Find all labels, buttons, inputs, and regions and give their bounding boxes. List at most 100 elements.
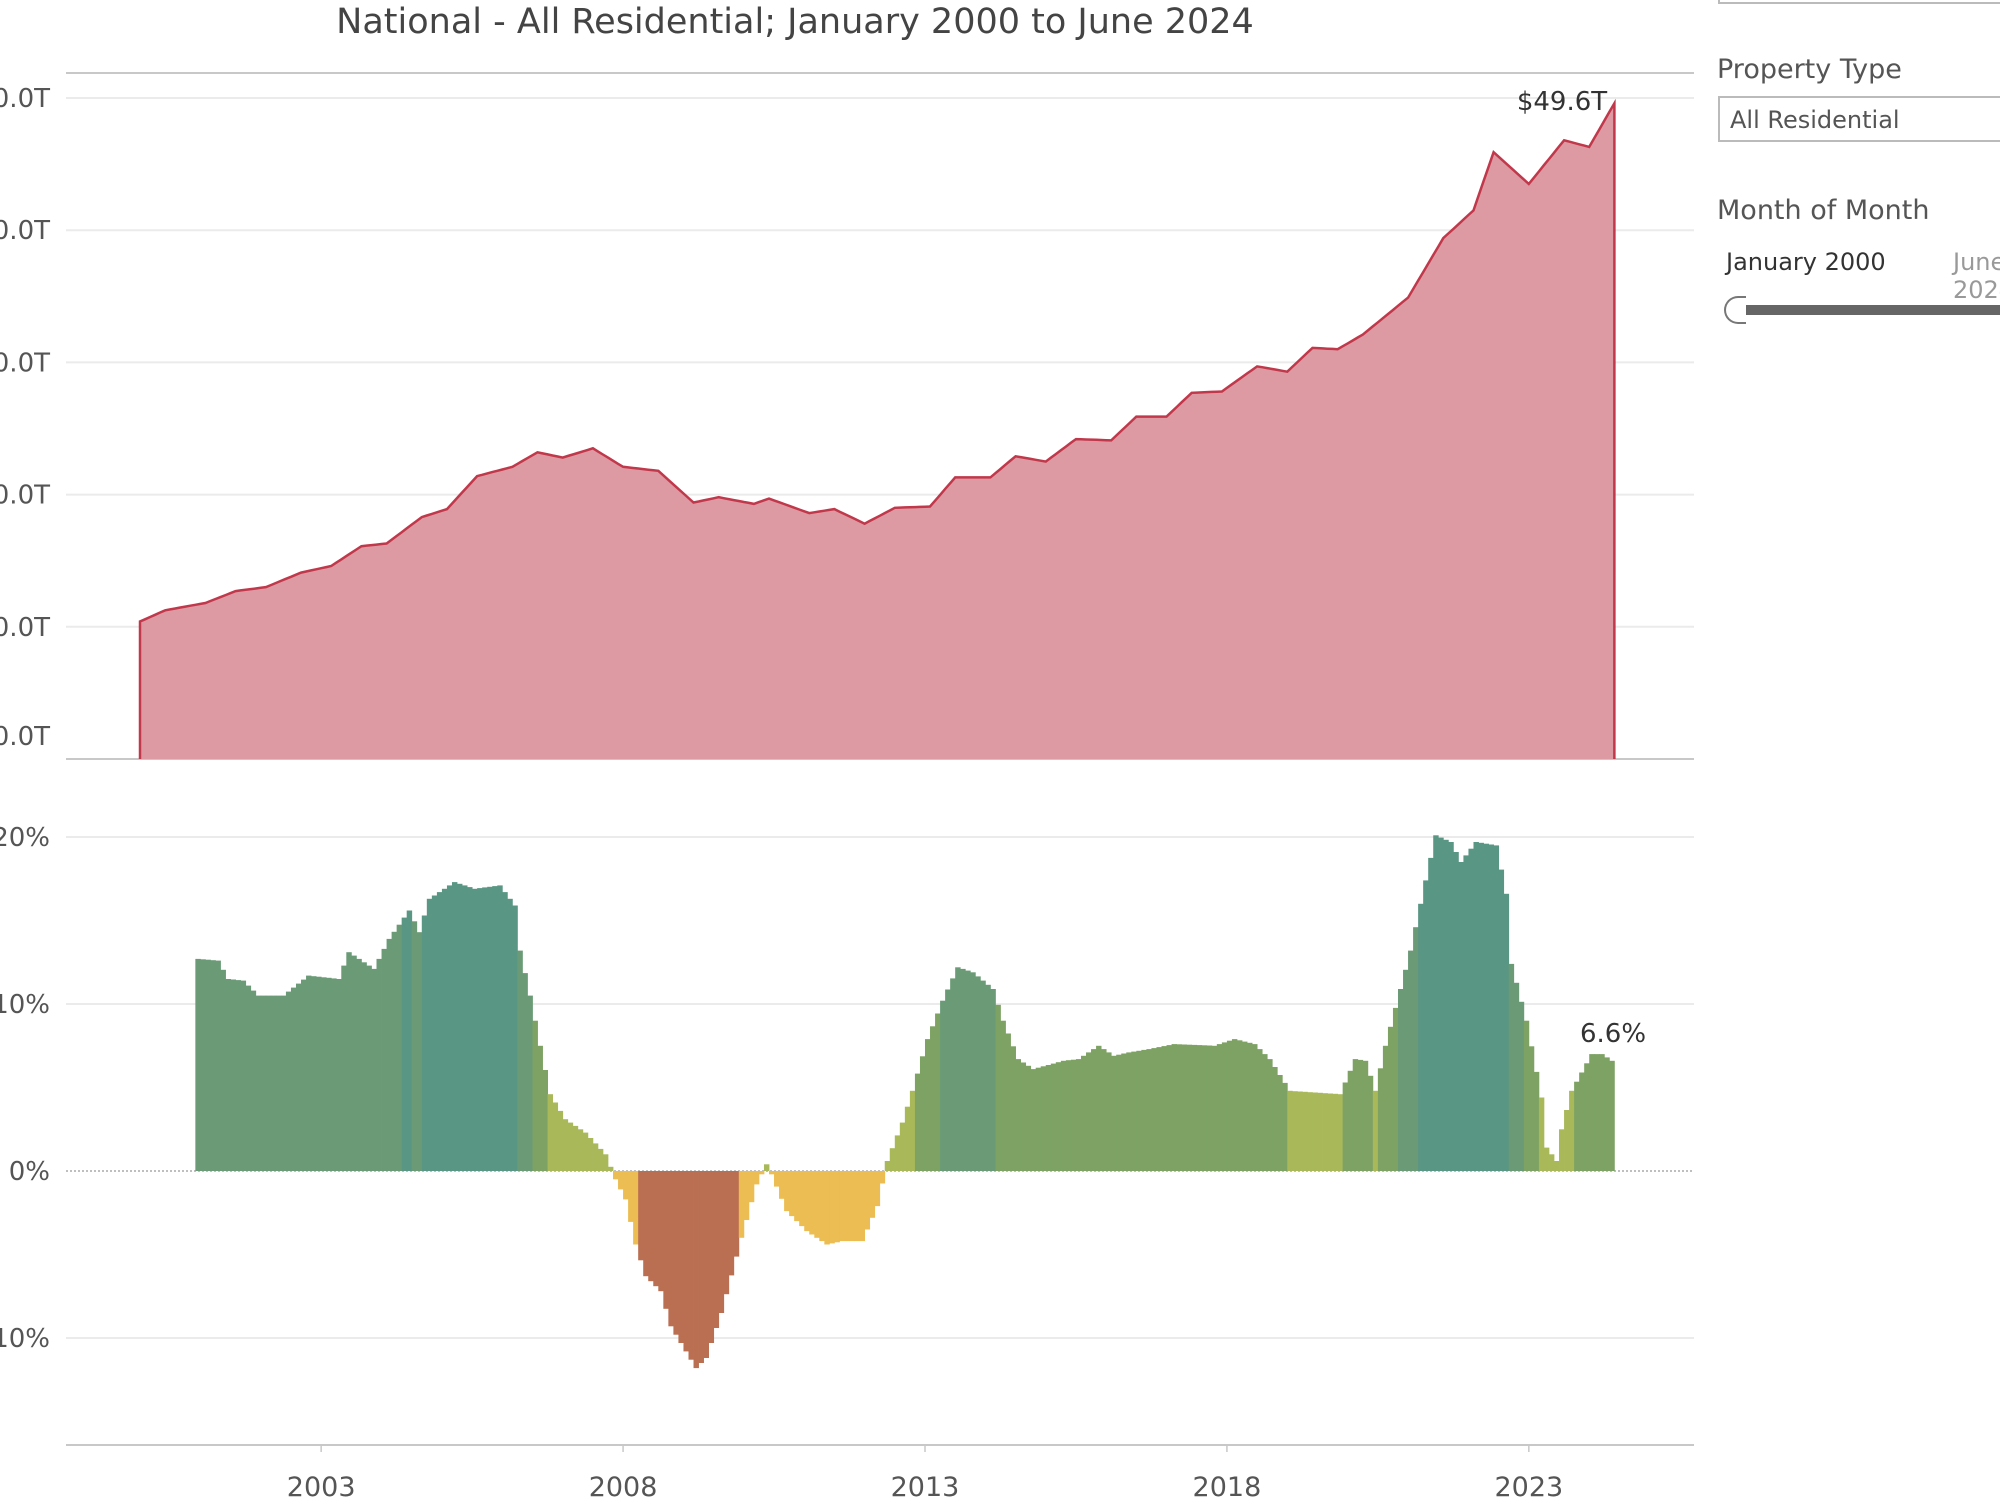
- month-range-slider[interactable]: [1742, 305, 2000, 315]
- value-area: [140, 103, 1615, 760]
- growth-bar: [1106, 1052, 1112, 1171]
- growth-bar: [930, 1026, 936, 1171]
- growth-bar: [1277, 1075, 1283, 1171]
- growth-bar: [839, 1171, 845, 1242]
- growth-bar: [225, 979, 231, 1171]
- growth-bar: [200, 959, 206, 1171]
- growth-bar: [844, 1171, 850, 1242]
- growth-bar: [623, 1171, 629, 1200]
- growth-bar: [995, 1004, 1001, 1171]
- x-tick-label: 2018: [1193, 1472, 1262, 1500]
- growth-bar: [859, 1171, 866, 1242]
- growth-bar: [824, 1171, 830, 1245]
- growth-bars: [195, 835, 1615, 1369]
- growth-bar: [1604, 1057, 1610, 1171]
- growth-bar: [477, 888, 483, 1171]
- growth-bar: [1000, 1020, 1006, 1171]
- growth-bar: [970, 972, 976, 1171]
- slider-start-handle[interactable]: [1724, 296, 1746, 324]
- growth-bar: [1528, 1046, 1535, 1171]
- growth-bar: [522, 973, 528, 1171]
- growth-bar: [607, 1166, 614, 1171]
- growth-bar: [1242, 1041, 1248, 1171]
- growth-bar: [572, 1125, 579, 1171]
- growth-bar: [1377, 1068, 1384, 1171]
- growth-bar: [446, 885, 453, 1171]
- growth-bar: [1513, 982, 1520, 1171]
- growth-bar: [401, 917, 408, 1171]
- month-filter-label: Month of Month: [1717, 195, 1930, 226]
- growth-bar: [1116, 1054, 1122, 1171]
- growth-bar: [1186, 1044, 1193, 1171]
- growth-bar: [1216, 1044, 1223, 1171]
- growth-bar: [919, 1056, 926, 1171]
- growth-bar: [547, 1094, 554, 1171]
- growth-bar: [1543, 1147, 1550, 1171]
- growth-bar: [678, 1171, 684, 1343]
- growth-bar: [426, 898, 433, 1171]
- growth-bar: [421, 915, 428, 1171]
- growth-bar: [316, 976, 322, 1171]
- y-tick-label: $40.0T: [0, 216, 50, 246]
- growth-bar: [1508, 963, 1515, 1171]
- growth-bar: [1206, 1045, 1213, 1171]
- property-type-dropdown[interactable]: All Residential: [1718, 96, 2000, 142]
- growth-bar: [1574, 1081, 1580, 1171]
- growth-bar: [638, 1171, 644, 1261]
- growth-bar: [834, 1171, 840, 1243]
- growth-bar: [472, 888, 478, 1171]
- growth-bar: [683, 1171, 689, 1352]
- growth-bar: [1126, 1052, 1132, 1171]
- growth-bar: [1096, 1045, 1102, 1172]
- growth-bar: [1156, 1047, 1162, 1171]
- growth-bar: [1201, 1045, 1208, 1171]
- growth-bar: [240, 980, 247, 1171]
- growth-bar: [1559, 1129, 1565, 1172]
- filter-box-top[interactable]: [1718, 0, 2000, 4]
- growth-bar: [1493, 845, 1500, 1171]
- growth-bar: [728, 1171, 735, 1276]
- growth-bar: [371, 968, 377, 1171]
- growth-bar: [1287, 1090, 1293, 1171]
- growth-bar: [351, 955, 357, 1171]
- growth-bar: [517, 950, 523, 1171]
- growth-bar: [260, 995, 267, 1171]
- growth-bar: [1297, 1091, 1303, 1171]
- growth-bar: [955, 967, 961, 1171]
- growth-bar: [733, 1171, 740, 1257]
- growth-bar: [1070, 1059, 1077, 1171]
- growth-bar: [567, 1122, 574, 1171]
- growth-bar: [1423, 880, 1429, 1171]
- growth-bar: [215, 960, 221, 1171]
- growth-bar: [577, 1129, 584, 1172]
- growth-bar: [487, 886, 493, 1171]
- growth-bar: [1548, 1154, 1555, 1171]
- growth-bar: [306, 975, 312, 1171]
- growth-bar: [1111, 1055, 1117, 1171]
- growth-axis-labels: -10% 0% 10% 20%: [0, 823, 50, 1354]
- growth-bar: [366, 965, 372, 1171]
- growth-bar: [1136, 1050, 1142, 1171]
- growth-bar: [396, 924, 403, 1171]
- growth-bar: [356, 958, 362, 1171]
- growth-bar: [265, 995, 272, 1171]
- growth-bar: [457, 883, 463, 1171]
- growth-bar: [763, 1164, 770, 1171]
- x-tick-label: 2003: [287, 1472, 356, 1500]
- growth-bar: [1317, 1092, 1323, 1171]
- growth-bar: [602, 1154, 609, 1171]
- growth-bar: [1065, 1060, 1072, 1171]
- range-start-label: January 2000: [1726, 248, 1886, 276]
- growth-bar: [1282, 1082, 1288, 1171]
- growth-bar: [864, 1171, 871, 1230]
- growth-bar: [774, 1171, 780, 1187]
- growth-bar: [874, 1171, 881, 1207]
- growth-bar: [1584, 1063, 1590, 1171]
- growth-bar: [326, 977, 332, 1171]
- growth-bar: [663, 1171, 669, 1309]
- growth-bar: [713, 1171, 720, 1328]
- growth-bar: [1131, 1051, 1137, 1171]
- y-tick-label: 20%: [0, 823, 50, 853]
- growth-bar: [1478, 842, 1484, 1171]
- time-axis-labels: 2003 2008 2013 2018 2023: [287, 1445, 1563, 1500]
